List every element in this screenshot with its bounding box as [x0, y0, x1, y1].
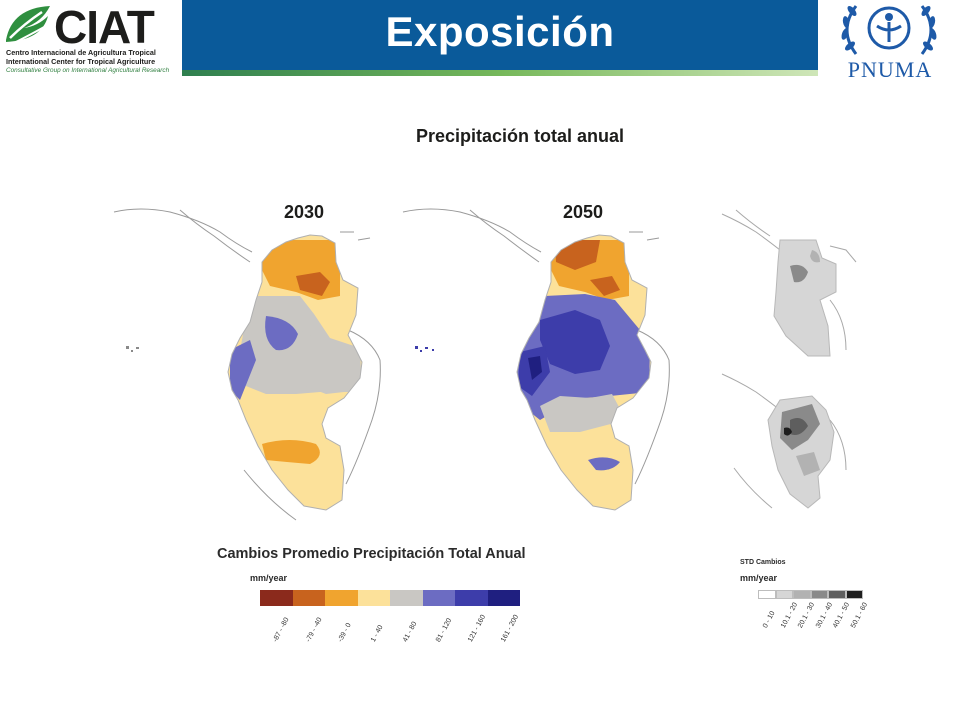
ciat-line-es: Centro Internacional de Agricultura Trop…: [6, 48, 156, 57]
ciat-line-en: International Center for Tropical Agricu…: [6, 57, 156, 66]
legend-swatch: [292, 590, 325, 606]
legend-swatch: [487, 590, 520, 606]
legend-swatch: [422, 590, 455, 606]
std-legend-swatch: [793, 590, 811, 599]
legend-swatch: [357, 590, 390, 606]
pnuma-wordmark: PNUMA: [847, 57, 933, 82]
std-legend-swatch: [758, 590, 776, 599]
legend-swatch: [390, 590, 423, 606]
legend-swatch: [260, 590, 293, 606]
std-map-2050: [721, 373, 847, 509]
page-title: Exposición: [385, 8, 615, 55]
map-2050: [402, 208, 670, 511]
year-label-2030: 2030: [284, 202, 325, 222]
legend-title: Cambios Promedio Precipitación Total Anu…: [217, 546, 526, 562]
pnuma-logo: PNUMA: [818, 0, 960, 82]
ciat-line-cgiar: Consultative Group on International Agri…: [6, 67, 170, 74]
legend-swatch: [325, 590, 358, 606]
legend-unit: mm/year: [250, 573, 288, 583]
std-map-2030: [721, 209, 857, 357]
std-legend-swatch: [828, 590, 846, 599]
year-label-2050: 2050: [563, 202, 604, 222]
std-legend-swatch: [810, 590, 828, 599]
un-emblem-icon: [841, 5, 937, 55]
header-band: [182, 0, 818, 70]
map-subtitle: Precipitación total anual: [415, 126, 625, 146]
header-rule: [182, 70, 818, 76]
std-legend-swatch: [775, 590, 793, 599]
std-legend-unit: mm/year: [740, 573, 778, 583]
legend-swatch: [455, 590, 488, 606]
leaf-icon: [6, 6, 50, 45]
std-legend-swatch: [845, 590, 863, 599]
ciat-logo: CIAT Centro Internacional de Agricultura…: [0, 0, 182, 80]
map-2030: [113, 208, 381, 521]
ciat-wordmark: CIAT: [54, 1, 155, 53]
std-legend-title: STD Cambios: [740, 559, 786, 566]
